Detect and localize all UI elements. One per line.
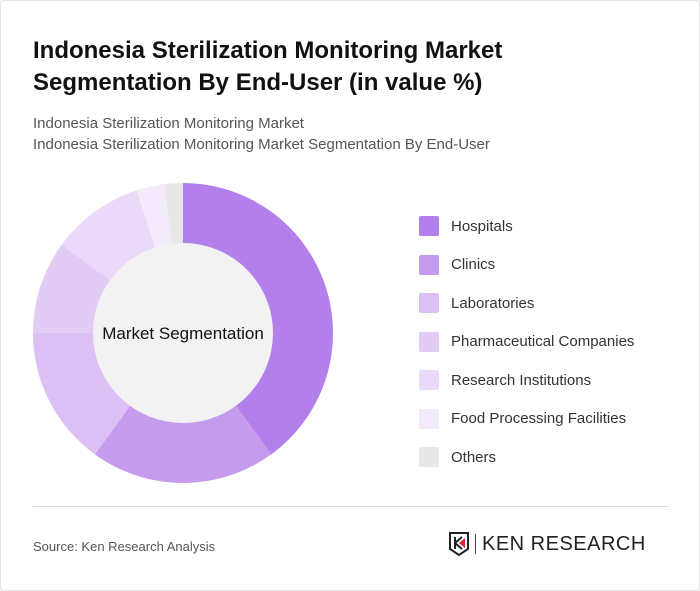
legend-swatch bbox=[419, 216, 439, 237]
legend-label: Others bbox=[451, 448, 497, 466]
chart-subtitle-2: Indonesia Sterilization Monitoring Marke… bbox=[33, 136, 490, 153]
legend-label: Food Processing Facilities bbox=[451, 410, 627, 428]
legend-swatch bbox=[419, 447, 439, 468]
chart-title: Indonesia Sterilization Monitoring Marke… bbox=[33, 37, 503, 96]
donut-center bbox=[93, 243, 273, 423]
donut-chart: Market Segmentation bbox=[33, 183, 333, 483]
legend-swatch bbox=[419, 370, 439, 391]
source-note: Source: Ken Research Analysis bbox=[33, 539, 216, 554]
legend-swatch bbox=[419, 254, 439, 275]
legend-item[interactable]: Pharmaceutical Companies bbox=[419, 323, 634, 362]
legend-item[interactable]: Research Institutions bbox=[419, 361, 634, 400]
legend-item[interactable]: Food Processing Facilities bbox=[419, 400, 634, 439]
chart-subtitle: Indonesia Sterilization Monitoring Marke… bbox=[33, 115, 304, 132]
legend-swatch bbox=[419, 293, 439, 314]
legend-label: Clinics bbox=[451, 256, 496, 274]
center-label: Market Segmentation bbox=[102, 324, 264, 343]
logo-text: KEN RESEARCH bbox=[475, 534, 646, 554]
legend-label: Pharmaceutical Companies bbox=[451, 333, 635, 351]
legend: Hospitals Clinics Laboratories Pharmaceutic… bbox=[419, 207, 634, 477]
legend-item[interactable]: Laboratories bbox=[419, 284, 634, 323]
legend-swatch bbox=[419, 331, 439, 352]
legend-item[interactable]: Hospitals bbox=[419, 207, 634, 246]
divider bbox=[33, 506, 669, 507]
legend-item[interactable]: Others bbox=[419, 438, 634, 477]
legend-swatch bbox=[419, 408, 439, 429]
legend-label: Laboratories bbox=[451, 294, 535, 312]
legend-label: Hospitals bbox=[451, 217, 513, 235]
ken-research-logo: KEN RESEARCH bbox=[449, 532, 646, 556]
logo-shield-icon bbox=[449, 532, 469, 556]
legend-item[interactable]: Clinics bbox=[419, 246, 634, 285]
legend-label: Research Institutions bbox=[451, 371, 592, 389]
